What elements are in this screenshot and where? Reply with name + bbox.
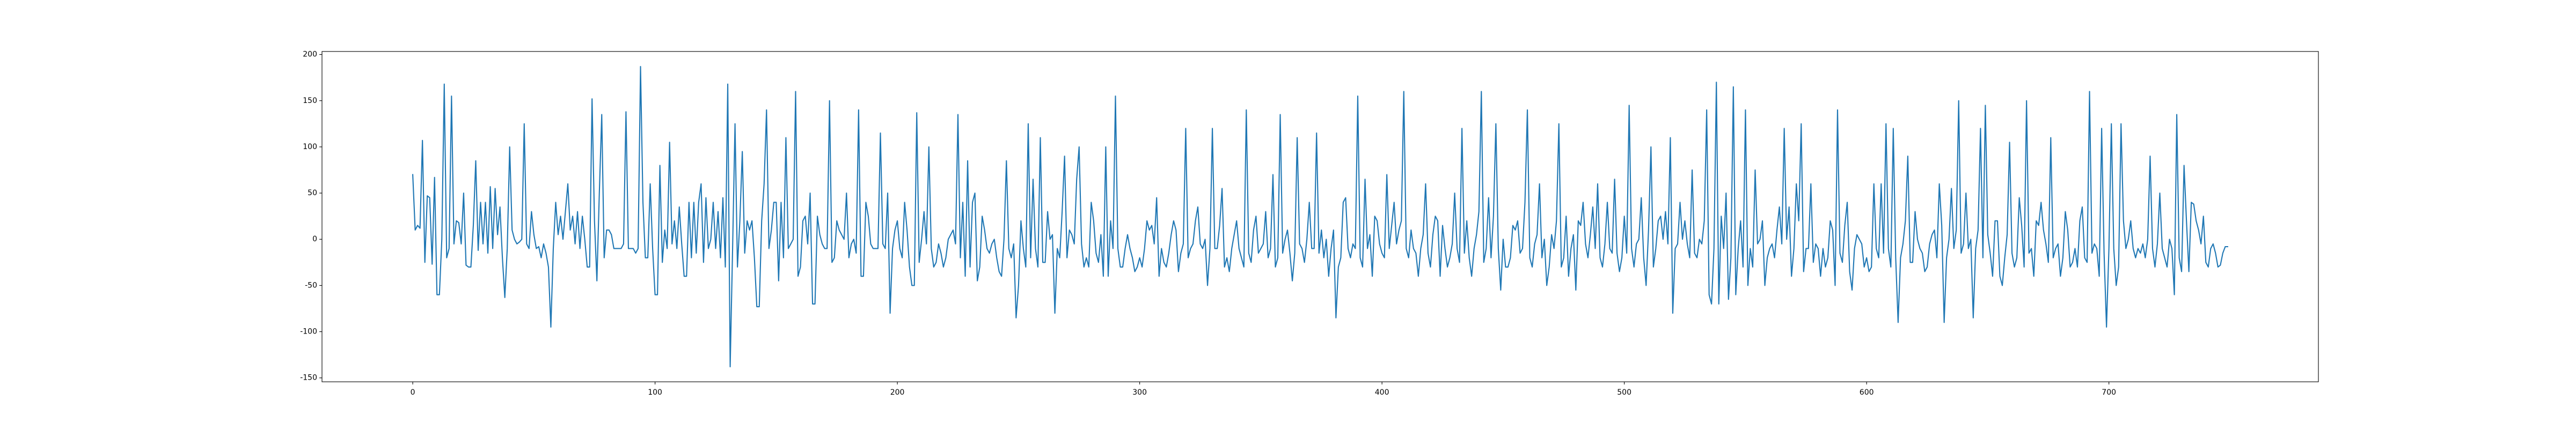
x-tick-label: 700 bbox=[2102, 388, 2116, 397]
x-tick-label: 0 bbox=[411, 388, 415, 397]
y-tick-label: 50 bbox=[308, 189, 317, 197]
x-tick-label: 600 bbox=[1860, 388, 1874, 397]
y-tick-label: 100 bbox=[303, 143, 317, 151]
x-tick-label: 200 bbox=[890, 388, 905, 397]
y-tick-label: 150 bbox=[303, 97, 317, 105]
x-tick-label: 500 bbox=[1617, 388, 1631, 397]
y-tick-label: -100 bbox=[300, 328, 317, 336]
y-tick-label: 200 bbox=[303, 50, 317, 59]
plot-frame bbox=[321, 51, 2319, 382]
data-line bbox=[412, 65, 2228, 368]
y-tick-label: -50 bbox=[305, 281, 317, 290]
y-tick-label: -150 bbox=[300, 374, 317, 382]
x-tick-label: 100 bbox=[648, 388, 662, 397]
x-tick-label: 400 bbox=[1375, 388, 1389, 397]
y-tick-label: 0 bbox=[312, 235, 317, 243]
x-tick-label: 300 bbox=[1132, 388, 1147, 397]
